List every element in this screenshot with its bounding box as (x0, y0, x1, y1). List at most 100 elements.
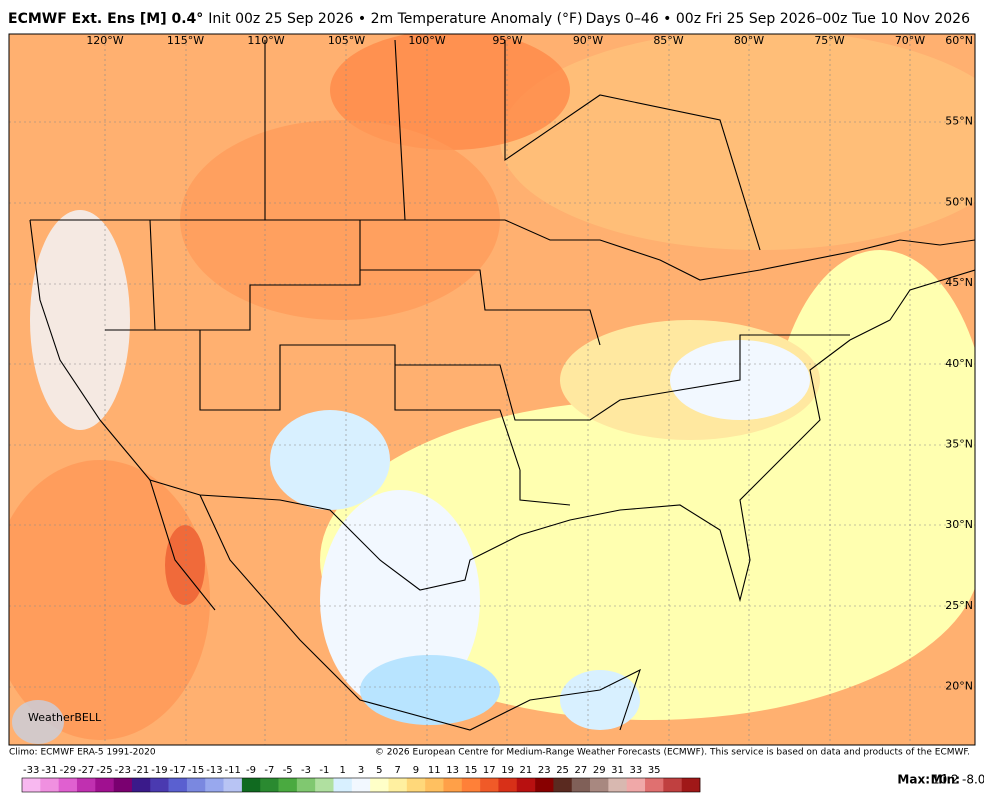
colorbar-label: -31 (41, 765, 57, 776)
colorbar-label: 13 (446, 765, 459, 776)
lat-label: 35°N (945, 438, 973, 451)
colorbar-cell (205, 778, 224, 792)
colorbar-cell (223, 778, 243, 792)
colorbar-cell (388, 778, 408, 792)
colorbar-cell (40, 778, 59, 792)
colorbar-label: -9 (246, 765, 256, 776)
colorbar-cell (498, 778, 518, 792)
colorbar-label: 23 (538, 765, 551, 776)
lat-label: 50°N (945, 195, 973, 208)
lat-label: 25°N (945, 599, 973, 612)
colorbar-label: -21 (133, 765, 149, 776)
map: WeatherBELL (9, 34, 975, 745)
colorbar-cell (186, 778, 206, 792)
colorbar-cell (516, 778, 536, 792)
colorbar-label: -29 (60, 765, 76, 776)
colorbar-label: -5 (283, 765, 293, 776)
title-rest: Init 00z 25 Sep 2026 • 2m Temperature An… (208, 11, 582, 27)
colorbar-cell (571, 778, 591, 792)
max-value: 10.2 (932, 773, 959, 787)
colorbar-cell (113, 778, 133, 792)
graticule (9, 34, 975, 745)
colorbar-label: -1 (319, 765, 329, 776)
map-frame (8, 33, 976, 746)
lat-label: 20°N (945, 680, 973, 693)
lon-label: 75°W (814, 34, 844, 47)
colorbar-cell (131, 778, 151, 792)
colorbar-cell (95, 778, 114, 792)
lon-label: 80°W (734, 34, 764, 47)
colorbar-label: 19 (501, 765, 514, 776)
colorbar-label: -3 (301, 765, 311, 776)
colorbar-cell (333, 778, 353, 792)
lat-label: 30°N (945, 518, 973, 531)
lon-label: 70°W (895, 34, 925, 47)
borders (29, 39, 975, 731)
colorbar-label: 15 (465, 765, 478, 776)
colorbar-cell (608, 778, 628, 792)
colorbar-label: -7 (264, 765, 274, 776)
colorbar-cell (681, 778, 701, 792)
colorbar-label: -23 (115, 765, 131, 776)
lon-label: 90°W (573, 34, 603, 47)
colorbar-label: 5 (376, 765, 382, 776)
colorbar-cell (296, 778, 316, 792)
colorbar-cell (168, 778, 188, 792)
colorbar-cell (150, 778, 169, 792)
lon-label: 105°W (328, 34, 365, 47)
min-label: Min: (931, 773, 960, 787)
logo-globe (12, 700, 64, 744)
colorbar-label: 17 (483, 765, 496, 776)
lat-label: 40°N (945, 357, 973, 370)
copyright: © 2026 European Centre for Medium-Range … (375, 748, 970, 758)
colorbar-label: 35 (648, 765, 661, 776)
colorbar-cell (351, 778, 371, 792)
lat-label: 45°N (945, 276, 973, 289)
colorbar-label: 1 (339, 765, 345, 776)
colorbar-label: 3 (358, 765, 364, 776)
colorbar-label: 31 (611, 765, 624, 776)
colorbar-cell (443, 778, 463, 792)
colorbar-cell (58, 778, 78, 792)
max-label: Max: (897, 773, 930, 787)
lon-label: 100°W (408, 34, 445, 47)
colorbar-label: -17 (170, 765, 186, 776)
min-value: -8.0 (962, 773, 984, 787)
colorbar-cell (590, 778, 609, 792)
period: Days 0–46 • 00z Fri 25 Sep 2026–00z Tue … (586, 11, 970, 27)
colorbar-label: -15 (188, 765, 204, 776)
colorbar-label: -33 (23, 765, 39, 776)
lat-label: 60°N (945, 34, 973, 47)
colorbar-frame (21, 777, 701, 793)
colorbar-label: 7 (394, 765, 400, 776)
lat-label: 55°N (945, 115, 973, 128)
colorbar-cell (663, 778, 682, 792)
colorbar-label: 29 (593, 765, 606, 776)
colorbar-cell (76, 778, 96, 792)
title: ECMWF Ext. Ens [M] 0.4° Init 00z 25 Sep 2… (8, 11, 583, 27)
title-bold: ECMWF Ext. Ens [M] 0.4° (8, 11, 203, 27)
colorbar-cell (480, 778, 499, 792)
colorbar-cell (425, 778, 444, 792)
colorbar-cell (461, 778, 481, 792)
colorbar-cell (626, 778, 646, 792)
colorbar-label: -13 (206, 765, 222, 776)
lon-label: 95°W (492, 34, 522, 47)
colorbar-cell (22, 778, 41, 792)
lon-label: 115°W (167, 34, 204, 47)
lon-label: 85°W (653, 34, 683, 47)
colorbar-label: -25 (96, 765, 112, 776)
colorbar-cell (315, 778, 334, 792)
colorbar-cell (553, 778, 573, 792)
colorbar-label: 33 (629, 765, 642, 776)
colorbar-label: -19 (151, 765, 167, 776)
colorbar-cell (370, 778, 389, 792)
colorbar-cell (241, 778, 261, 792)
colorbar-label: 25 (556, 765, 569, 776)
colorbar-cell (260, 778, 279, 792)
lon-label: 120°W (86, 34, 123, 47)
colorbar-label: 9 (413, 765, 419, 776)
colorbar-cell (535, 778, 554, 792)
colorbar-label: 27 (575, 765, 588, 776)
